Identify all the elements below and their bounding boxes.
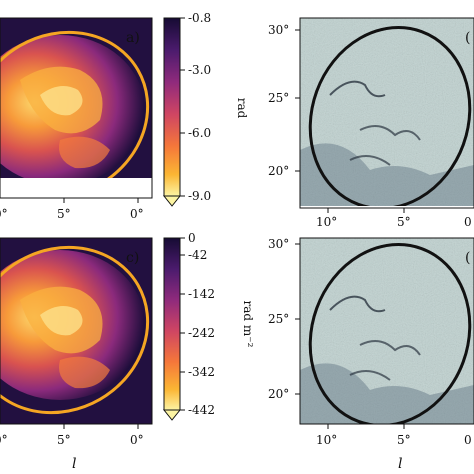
ellipse-marker [308, 243, 472, 424]
colorbar-c: 0 -42 -142 -242 -342 -442 rad m⁻² [162, 231, 255, 421]
x-tick: 0 [464, 215, 472, 229]
panel-tag: c) [126, 250, 139, 266]
colorbar-tick: -3.0 [188, 63, 211, 77]
colorbar-label: rad m⁻² [241, 301, 255, 348]
colorbar-tick: -142 [188, 287, 215, 301]
colorbar-tick: -6.0 [188, 126, 211, 140]
y-tick: 30° [268, 23, 289, 37]
panel-tag: ( [465, 30, 470, 46]
x-tick: 0° [0, 433, 8, 447]
ellipse-marker [0, 245, 150, 415]
panel-d: ( 30° 25° 20° 10° 5° 0 l [268, 237, 474, 472]
colorbar-tick: -442 [188, 403, 215, 417]
colorbar-a: -0.8 -3.0 -6.0 -9.0 rad [162, 11, 249, 207]
x-tick: 0° [130, 433, 144, 447]
x-axis-label: l [398, 456, 402, 472]
x-tick: 0 [464, 433, 472, 447]
y-tick: 20° [268, 387, 289, 401]
panel-tag: a) [126, 30, 140, 46]
x-tick: 5° [397, 215, 411, 229]
x-tick: 5° [397, 433, 411, 447]
ellipse-marker [308, 26, 472, 206]
panel-a: a) 0° 5° 0° [0, 17, 153, 221]
x-tick: 10° [316, 215, 337, 229]
colorbar-tick: -0.8 [188, 11, 211, 25]
colorbar-tick: -9.0 [188, 189, 211, 203]
panel-c: c) 0° 5° 0° l [0, 237, 153, 472]
y-tick: 20° [268, 164, 289, 178]
x-tick: 5° [57, 207, 71, 221]
colorbar-tick: -42 [188, 248, 207, 262]
x-tick: 0° [130, 207, 144, 221]
panel-b: ( 30° 25° 20° 10° 5° 0 [268, 17, 474, 229]
x-tick: 10° [316, 433, 337, 447]
y-tick: 25° [268, 312, 289, 326]
colorbar-tick: 0 [188, 231, 196, 245]
colorbar-label: rad [235, 98, 249, 119]
y-tick: 30° [268, 237, 289, 251]
y-tick: 25° [268, 91, 289, 105]
colorbar-tick: -342 [188, 365, 215, 379]
x-axis-label: l [72, 456, 76, 472]
colorbar-tick: -242 [188, 326, 215, 340]
x-tick: 0° [0, 207, 8, 221]
ellipse-marker [0, 30, 150, 178]
x-tick: 5° [57, 433, 71, 447]
panel-tag: ( [465, 250, 470, 266]
